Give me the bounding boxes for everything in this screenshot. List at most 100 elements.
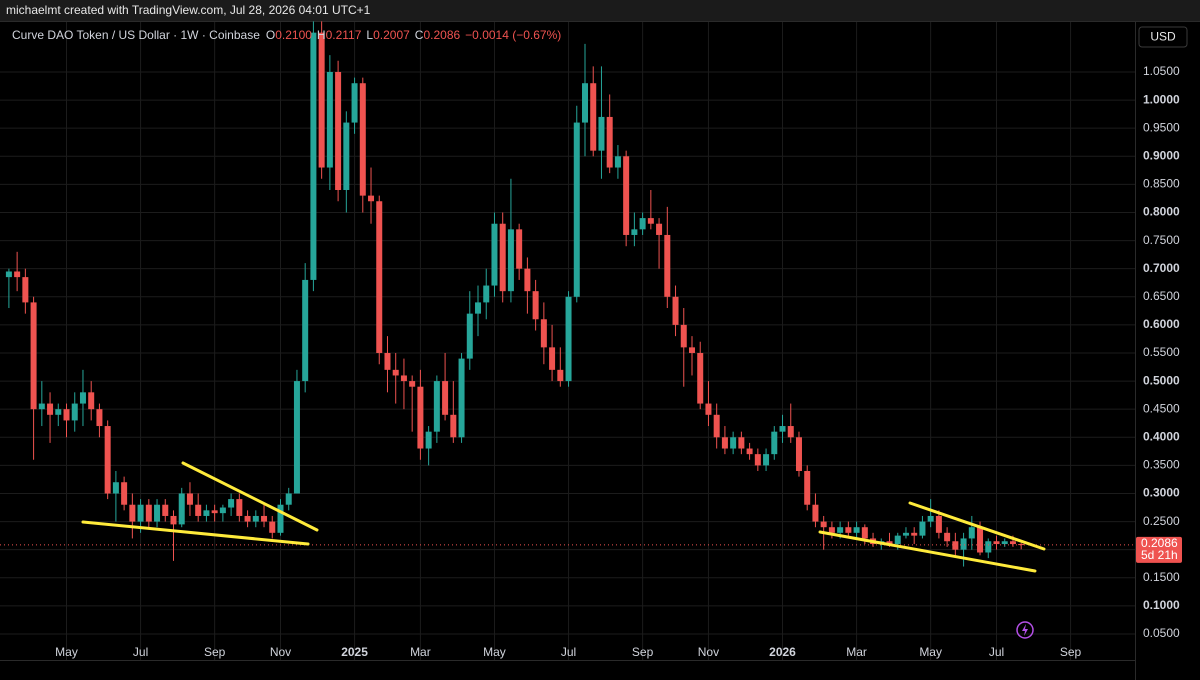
candle-body [845, 527, 852, 533]
candle-body [721, 437, 728, 449]
axes: 0.05000.10000.15000.20000.25000.30000.35… [55, 64, 1182, 659]
candle-body [549, 347, 556, 370]
candle-body [236, 499, 243, 516]
candle-body [516, 229, 523, 269]
currency[interactable]: USD [1150, 30, 1176, 44]
candle-body [400, 375, 407, 382]
candle-body [425, 431, 432, 449]
candle-body [738, 437, 745, 449]
x-tick-label: Jul [561, 645, 576, 659]
candle-body [293, 381, 300, 494]
candle-body [335, 71, 342, 191]
ohlc-value: 0.2086 [423, 28, 460, 42]
y-tick-label: 0.5500 [1143, 345, 1180, 359]
candle-body [1018, 544, 1025, 546]
candle-body [47, 403, 54, 415]
trendline [818, 530, 1037, 573]
candle-body [112, 482, 119, 494]
x-tick-label: Sep [204, 645, 226, 659]
candle-body [30, 302, 37, 410]
top-bar [0, 0, 1200, 21]
alert-icon[interactable] [1016, 621, 1034, 639]
candle-body [351, 83, 358, 123]
candle-body [927, 515, 934, 522]
candle-body [79, 392, 86, 404]
candle-body [483, 285, 490, 303]
candle-body [392, 369, 399, 376]
candle-body [203, 510, 210, 516]
y-tick-label: 0.8500 [1143, 177, 1180, 191]
candle-body [935, 515, 942, 533]
candle-body [837, 527, 844, 533]
candle-body [993, 541, 1000, 545]
candle-body [417, 386, 424, 449]
ohlc-key: L [366, 28, 373, 42]
candle-body [960, 538, 967, 550]
candle-body [705, 403, 712, 415]
candle-body [88, 392, 95, 410]
candle-body [614, 156, 621, 168]
candle-body [688, 347, 695, 353]
candle-body [697, 352, 704, 404]
candle-body [771, 431, 778, 455]
candle-body [343, 122, 350, 191]
candle-body [656, 223, 663, 235]
candle-body [277, 504, 284, 533]
price-tag-label: 0.2086 [1141, 536, 1178, 550]
currency-button[interactable] [1138, 26, 1188, 48]
y-tick-label: 0.6500 [1143, 289, 1180, 303]
candle-body [162, 504, 169, 516]
candle-body [886, 541, 893, 545]
candle-body [310, 32, 317, 280]
candle-body [861, 527, 868, 539]
candle-body [326, 71, 333, 168]
x-tick-label: Nov [698, 645, 719, 659]
symbol: Curve DAO Token / US Dollar · 1W · Coinb… [12, 28, 260, 42]
candle-body [63, 409, 70, 421]
candle-body [244, 515, 251, 522]
candle-body [285, 493, 292, 505]
y-tick-label: 0.2500 [1143, 514, 1180, 528]
candle-body [952, 541, 959, 550]
candle-body [664, 234, 671, 297]
candle-body [647, 218, 654, 224]
candle-body [145, 504, 152, 522]
candle-body [1001, 541, 1008, 545]
candle-body [968, 527, 975, 539]
candle-body [499, 223, 506, 292]
countdown: 5d 21h [1141, 548, 1178, 562]
ohlc-value: 0.2007 [373, 28, 410, 42]
y-tick-label: 0.4500 [1143, 401, 1180, 415]
candle-body [129, 504, 136, 522]
candle-body [211, 510, 218, 514]
price-tag [1136, 536, 1182, 563]
y-tick-label: 0.1000 [1143, 598, 1180, 612]
ohlc-key: O [266, 28, 275, 42]
y-tick-label: 1.0500 [1143, 64, 1180, 78]
candle-body [219, 507, 226, 514]
x-tick-label: May [55, 645, 78, 659]
candle-body [532, 291, 539, 320]
candle-body [639, 218, 646, 230]
candle-body [573, 122, 580, 297]
candle-body [178, 493, 185, 525]
candle-body [582, 83, 588, 123]
x-tick-label: Sep [632, 645, 654, 659]
legend: Curve DAO Token / US Dollar · 1W · Coinb… [12, 28, 561, 42]
x-tick-label: Mar [846, 645, 867, 659]
candle-body [475, 302, 482, 314]
candle-body [894, 535, 901, 545]
trendline [81, 520, 310, 546]
trendlines [81, 461, 1046, 573]
ohlc-value: 0.2117 [326, 28, 362, 42]
candle-body [154, 504, 161, 522]
x-tick-label: 2025 [341, 645, 368, 659]
candle-body [96, 409, 103, 427]
candle-body [318, 32, 325, 168]
candle-body [902, 532, 909, 536]
x-tick-label: May [919, 645, 942, 659]
candle-body [195, 504, 202, 516]
candle-body [252, 515, 259, 522]
candle-body [730, 437, 737, 449]
candle-body [919, 521, 926, 536]
